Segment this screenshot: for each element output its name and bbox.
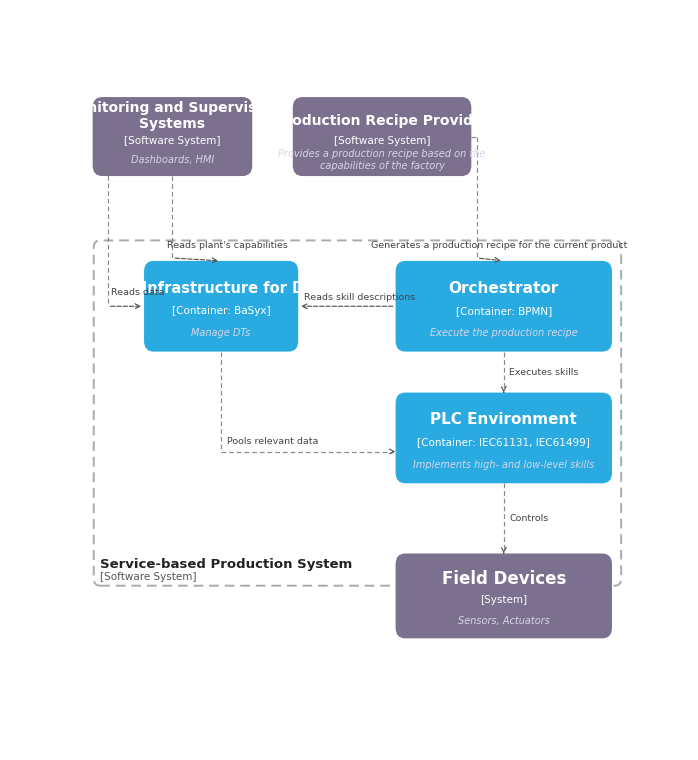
Text: Dashboards, HMI: Dashboards, HMI [131,155,214,165]
Text: Reads plant's capabilities: Reads plant's capabilities [167,242,288,250]
Text: [Software System]: [Software System] [124,135,221,145]
Text: Controls: Controls [510,514,549,523]
FancyBboxPatch shape [396,553,612,638]
Text: IT Infrastructure for DTs: IT Infrastructure for DTs [121,280,321,296]
Text: [Container: BPMN]: [Container: BPMN] [456,306,552,316]
FancyBboxPatch shape [293,97,471,176]
Text: [Software System]: [Software System] [334,135,431,145]
Text: Reads data: Reads data [110,289,164,297]
Text: Execute the production recipe: Execute the production recipe [430,328,578,338]
Text: Provides a production recipe based on the
capabilities of the factory: Provides a production recipe based on th… [279,150,486,171]
Text: [System]: [System] [480,595,528,605]
Text: PLC Environment: PLC Environment [431,412,577,427]
Text: [Software System]: [Software System] [101,572,197,581]
Text: Sensors, Actuators: Sensors, Actuators [458,616,550,626]
Text: Orchestrator: Orchestrator [449,280,559,296]
Text: Pools relevant data: Pools relevant data [227,437,318,445]
Text: Reads skill descriptions: Reads skill descriptions [304,293,415,302]
Text: [Container: BaSyx]: [Container: BaSyx] [172,306,270,316]
Text: Executes skills: Executes skills [510,368,579,377]
Text: Field Devices: Field Devices [442,570,566,588]
Text: Generates a production recipe for the current product: Generates a production recipe for the cu… [371,242,628,250]
FancyBboxPatch shape [396,261,612,352]
Text: [Container: IEC61131, IEC61499]: [Container: IEC61131, IEC61499] [417,438,591,448]
FancyBboxPatch shape [93,97,252,176]
Text: Service-based Production System: Service-based Production System [101,558,352,571]
Text: Monitoring and Supervision
Systems: Monitoring and Supervision Systems [64,101,281,131]
Text: Implements high- and low-level skills: Implements high- and low-level skills [413,460,595,470]
Text: Manage DTs: Manage DTs [191,328,251,338]
Text: Production Recipe Provider: Production Recipe Provider [275,114,489,128]
FancyBboxPatch shape [144,261,298,352]
FancyBboxPatch shape [396,393,612,483]
